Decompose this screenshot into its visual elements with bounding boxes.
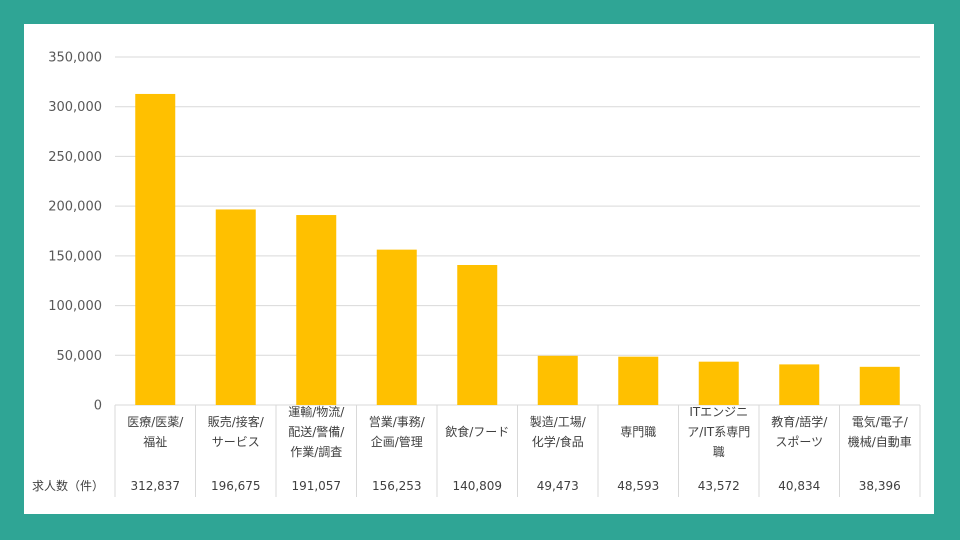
data-label: 40,834 — [778, 479, 820, 493]
bar — [215, 209, 256, 405]
category-label: 販売/接客/ — [208, 414, 265, 429]
bar — [296, 215, 337, 405]
data-label: 191,057 — [291, 479, 341, 493]
category-label: 専門職 — [620, 425, 656, 439]
y-tick-label: 50,000 — [57, 349, 103, 364]
category-label: 福祉 — [143, 434, 167, 449]
category-label: 配送/警備/ — [288, 424, 345, 439]
category-label: 教育/語学/ — [771, 414, 828, 429]
bar-chart: 0 50,000 100,000 150,000 200,000 250,000 300,0… — [32, 51, 921, 497]
data-label: 43,572 — [698, 479, 740, 493]
data-label: 48,593 — [617, 479, 659, 493]
category-label: 医療/医薬/ — [127, 415, 184, 429]
category-label: 機械/自動車 — [848, 434, 912, 449]
bar — [859, 366, 900, 405]
data-label: 196,675 — [211, 479, 261, 493]
y-tick-label: 150,000 — [48, 249, 102, 264]
category-label: サービス — [212, 435, 260, 449]
data-label: 312,837 — [130, 479, 180, 493]
category-label: ア/IT系専門 — [687, 425, 750, 439]
category-label: 作業/調査 — [290, 445, 342, 459]
category-label: 運輸/物流/ — [288, 404, 345, 419]
data-label: 38,396 — [859, 479, 901, 493]
category-label: 職 — [713, 445, 725, 459]
y-tick-label: 300,000 — [48, 100, 102, 115]
y-tick-label: 250,000 — [48, 150, 102, 165]
data-label: 140,809 — [452, 479, 502, 493]
chart-card: 0 50,000 100,000 150,000 200,000 250,000 300,0… — [24, 24, 934, 514]
table-row-label: 求人数（件） — [32, 478, 104, 493]
category-label: ITエンジニ — [689, 405, 748, 419]
bar — [376, 249, 417, 405]
bar — [698, 361, 739, 405]
bar — [537, 355, 578, 405]
category-label: 飲食/フード — [445, 424, 509, 439]
bar — [135, 93, 176, 406]
bar — [779, 364, 820, 405]
y-tick-label: 100,000 — [48, 299, 102, 314]
category-label: 電気/電子/ — [852, 414, 909, 429]
data-label: 156,253 — [372, 479, 422, 493]
y-tick-label: 0 — [94, 399, 102, 414]
category-label: 営業/事務/ — [369, 415, 426, 429]
category-label: 化学/食品 — [532, 434, 584, 449]
bar — [457, 264, 498, 405]
y-tick-label: 350,000 — [48, 51, 102, 66]
y-tick-label: 200,000 — [48, 200, 102, 215]
bar — [618, 356, 659, 405]
data-label: 49,473 — [537, 479, 579, 493]
category-label: 製造/工場/ — [530, 415, 587, 429]
category-label: 企画/管理 — [371, 434, 423, 449]
category-label: スポーツ — [775, 435, 823, 449]
